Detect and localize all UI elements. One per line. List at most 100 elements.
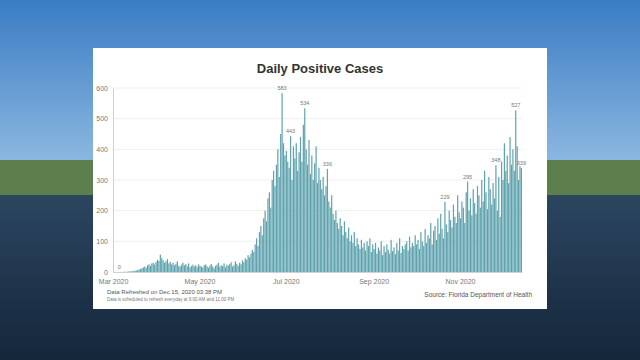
bar <box>273 171 274 272</box>
bar <box>451 228 452 272</box>
grid-line <box>113 118 522 119</box>
canvas: Daily Positive Cases0100200300400500600M… <box>0 0 640 360</box>
bar <box>168 263 169 272</box>
bar <box>376 254 377 272</box>
bar <box>386 244 387 272</box>
bar <box>198 264 199 272</box>
bar <box>170 262 171 272</box>
grid <box>113 88 522 272</box>
bar <box>256 238 257 272</box>
bar <box>460 218 461 272</box>
bar <box>492 183 493 272</box>
bar <box>221 265 222 272</box>
bar <box>327 169 328 272</box>
bar <box>133 271 134 272</box>
bar <box>382 255 383 272</box>
bar <box>147 265 148 272</box>
bar <box>279 177 280 272</box>
bar <box>290 136 291 272</box>
bar <box>286 151 287 272</box>
tick-label: Nov 2020 <box>446 278 476 285</box>
bar <box>423 246 424 272</box>
bar <box>409 237 410 272</box>
bar <box>313 180 314 272</box>
bar <box>195 265 196 272</box>
bar <box>172 263 173 272</box>
bar <box>396 243 397 272</box>
bar <box>260 226 261 272</box>
tick-label: May 2020 <box>185 278 216 286</box>
bar <box>178 266 179 272</box>
bar <box>349 241 350 272</box>
bar <box>456 223 457 272</box>
bar <box>242 260 243 272</box>
bar <box>412 243 413 272</box>
bar <box>120 272 121 273</box>
bar <box>126 272 127 273</box>
bar <box>490 189 491 272</box>
bar <box>154 265 155 272</box>
bar <box>420 232 421 272</box>
bar <box>500 217 501 272</box>
bar <box>289 168 290 272</box>
bar <box>214 268 215 272</box>
data-label: 229 <box>440 194 449 200</box>
tick: 400 <box>96 146 113 153</box>
bar <box>447 232 448 272</box>
bar <box>474 203 475 272</box>
bar <box>341 226 342 272</box>
bar <box>225 267 226 272</box>
bar <box>430 223 431 272</box>
tick: Sep 2020 <box>359 272 389 286</box>
note: Data is scheduled to refresh everyday at… <box>107 297 234 302</box>
bar <box>413 246 414 272</box>
bar <box>323 177 324 272</box>
bar <box>371 252 372 272</box>
bar <box>340 218 341 272</box>
bar <box>417 240 418 272</box>
bar <box>521 168 522 272</box>
bar <box>201 266 202 272</box>
bar <box>429 238 430 272</box>
bar <box>265 211 266 272</box>
bar <box>426 243 427 272</box>
bar <box>127 271 128 272</box>
bar <box>267 198 268 272</box>
bar <box>274 186 275 272</box>
bar <box>385 252 386 272</box>
bar <box>359 249 360 272</box>
bar <box>470 198 471 272</box>
data-label: 583 <box>278 85 287 91</box>
bar <box>130 271 131 272</box>
bar <box>405 244 406 272</box>
data-label: 336 <box>323 161 332 167</box>
bar <box>158 261 159 272</box>
bar <box>287 162 288 272</box>
bar <box>427 235 428 272</box>
bar <box>164 263 165 272</box>
bar <box>335 211 336 272</box>
tick: 600 <box>96 85 113 92</box>
bar <box>410 247 411 272</box>
bar <box>252 250 253 272</box>
bar <box>131 271 132 272</box>
bar <box>368 246 369 272</box>
bar <box>134 271 135 272</box>
bar <box>301 162 302 272</box>
bar <box>119 272 120 273</box>
bar <box>378 247 379 272</box>
bar <box>177 261 178 272</box>
tick: 0 <box>104 269 113 276</box>
bar <box>399 238 400 272</box>
bar <box>361 240 362 272</box>
bar <box>296 143 297 272</box>
bar <box>505 171 506 272</box>
bar <box>372 244 373 272</box>
bar <box>458 212 459 272</box>
bar <box>515 110 516 272</box>
bar <box>174 265 175 272</box>
bar <box>155 262 156 272</box>
bar <box>332 214 333 272</box>
bar <box>146 268 147 272</box>
bar <box>204 265 205 272</box>
